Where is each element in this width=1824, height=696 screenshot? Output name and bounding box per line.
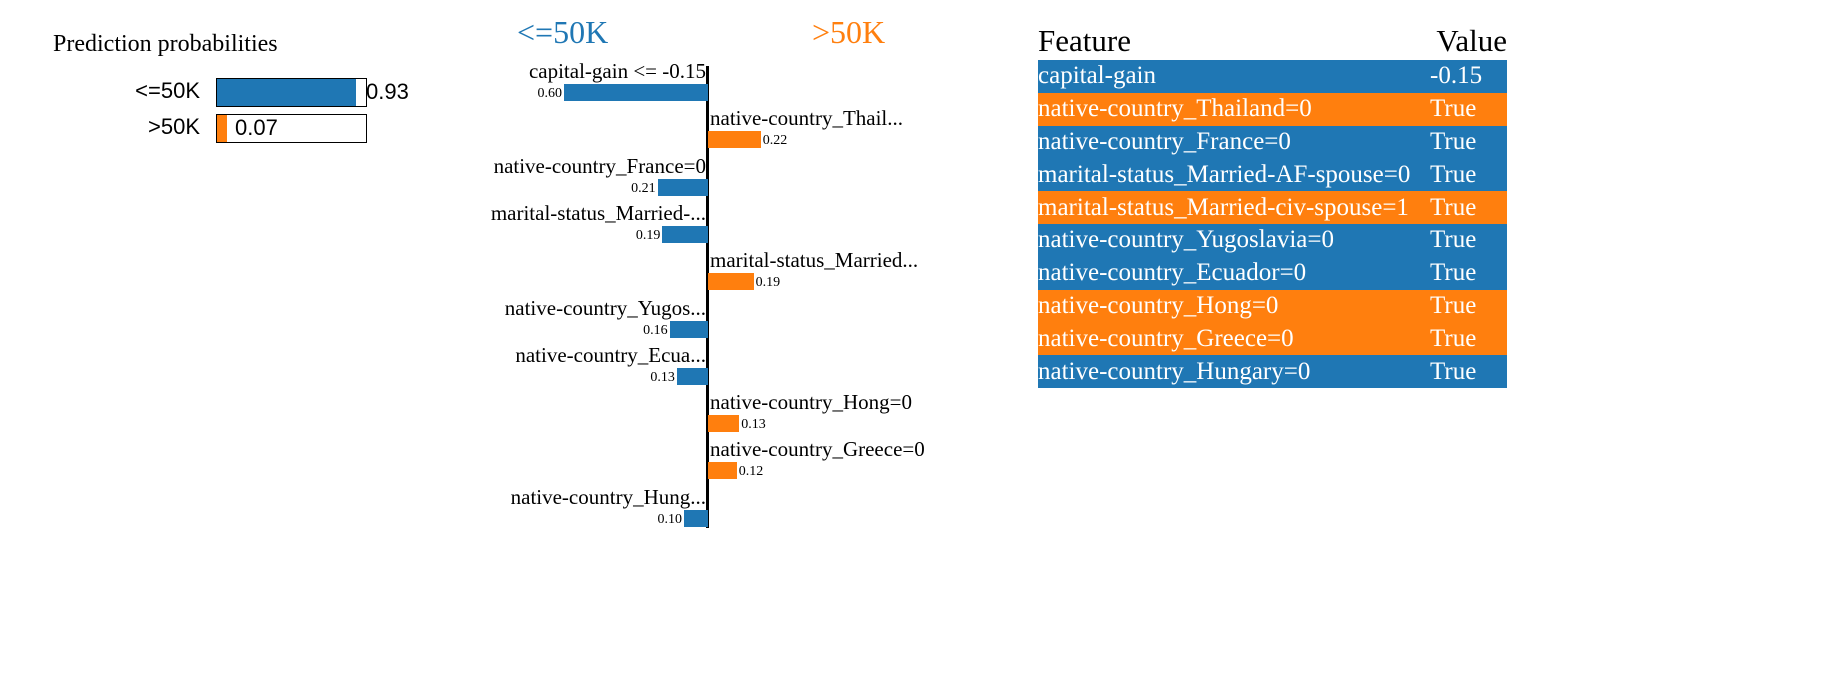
bar-value: 0.19 — [635, 227, 661, 243]
bar — [708, 415, 740, 433]
value-cell: True — [1430, 291, 1477, 319]
bar-value: 0.19 — [755, 275, 781, 291]
prob-bar-fill — [217, 115, 228, 142]
bar — [662, 225, 708, 243]
table-row: native-country_Hungary=0 True — [1038, 355, 1507, 388]
feature-cell: native-country_Yugoslavia=0 — [1038, 226, 1334, 254]
feature-cell: native-country_Thailand=0 — [1038, 95, 1312, 123]
feature-header: Feature — [1038, 23, 1131, 58]
bar-value: 0.10 — [657, 511, 683, 527]
bar-label: native-country_Hong=0 — [710, 390, 912, 415]
prob-class-label: >50K — [148, 114, 200, 139]
value-cell: True — [1430, 127, 1477, 155]
table-row: marital-status_Married-AF-spouse=0 True — [1038, 158, 1507, 192]
bar-label: native-country_Ecua... — [515, 342, 706, 367]
table-row: native-country_France=0 True — [1038, 125, 1507, 159]
feature-cell: marital-status_Married-civ-spouse=1 — [1038, 193, 1409, 221]
left-class-label: <=50K — [517, 14, 609, 50]
bar-label: marital-status_Married-... — [490, 200, 706, 225]
bar — [669, 320, 708, 338]
prob-value: 0.07 — [235, 115, 278, 140]
value-cell: True — [1430, 259, 1477, 287]
value-cell: True — [1430, 357, 1477, 385]
prob-value: 0.93 — [366, 79, 409, 104]
value-cell: True — [1430, 324, 1477, 352]
bar — [684, 509, 708, 527]
prob-class-label: <=50K — [135, 78, 200, 103]
bar-value: 0.60 — [537, 86, 563, 101]
bar — [676, 367, 708, 385]
table-row: native-country_Yugoslavia=0 True — [1038, 223, 1507, 257]
prob-bar — [216, 78, 367, 107]
bar-value: 0.22 — [762, 133, 788, 149]
bar-value: 0.13 — [741, 417, 766, 433]
table-row: capital-gain -0.15 — [1038, 60, 1507, 93]
value-cell: True — [1430, 226, 1477, 254]
bar-label: native-country_Greece=0 — [710, 437, 925, 462]
bar-value: 0.21 — [631, 180, 656, 196]
bar — [708, 462, 737, 480]
feature-cell: native-country_Hungary=0 — [1038, 357, 1311, 385]
prob-bar-fill — [217, 79, 356, 106]
bar — [564, 84, 708, 101]
bar-label: capital-gain <= -0.15 — [528, 59, 706, 83]
probabilities-title: Prediction probabilities — [53, 31, 278, 57]
bar-label: native-country_Hung... — [510, 484, 706, 509]
table-row: native-country_Hong=0 True — [1038, 289, 1507, 323]
table-row: native-country_Thailand=0 True — [1038, 92, 1507, 126]
feature-cell: marital-status_Married-AF-spouse=0 — [1038, 160, 1411, 188]
value-cell: -0.15 — [1430, 62, 1483, 90]
bar-label: native-country_Thail... — [710, 106, 904, 131]
table-row: marital-status_Married-civ-spouse=1 True — [1038, 191, 1507, 224]
prob-bar — [216, 114, 367, 143]
feature-cell: capital-gain — [1038, 62, 1156, 90]
value-cell: True — [1430, 193, 1477, 221]
value-cell: True — [1430, 95, 1477, 123]
feature-cell: native-country_Ecuador=0 — [1038, 259, 1307, 287]
feature-cell: native-country_Hong=0 — [1038, 291, 1279, 319]
value-cell: True — [1430, 160, 1477, 188]
bar-label: native-country_France=0 — [493, 153, 706, 178]
value-header: Value — [1436, 23, 1507, 58]
bar-label: marital-status_Married... — [710, 248, 919, 273]
bar-label: native-country_Yugos... — [504, 295, 706, 320]
feature-cell: native-country_Greece=0 — [1038, 324, 1294, 352]
bar — [708, 131, 761, 149]
feature-value-table: Feature Value capital-gain -0.15 native-cou… — [1038, 22, 1507, 388]
bar — [708, 273, 754, 291]
bar-value: 0.16 — [643, 322, 668, 338]
bar-value: 0.12 — [738, 464, 764, 480]
bar-value: 0.13 — [650, 369, 675, 385]
bar — [657, 178, 708, 196]
chart-axis — [706, 66, 709, 528]
table-row: native-country_Greece=0 True — [1038, 322, 1507, 356]
right-class-label: >50K — [812, 14, 886, 50]
table-row: native-country_Ecuador=0 True — [1038, 256, 1507, 290]
feature-cell: native-country_France=0 — [1038, 127, 1291, 155]
